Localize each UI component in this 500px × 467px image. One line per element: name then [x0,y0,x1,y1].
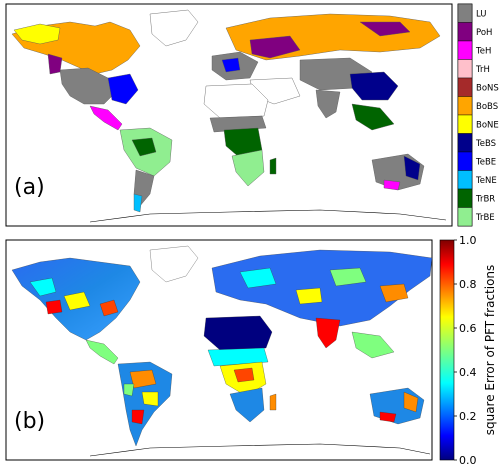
na-boreal-yellow [13,23,61,45]
madagascar [269,157,277,175]
legend-swatch-teh [457,40,473,60]
map-b-land [11,245,433,457]
legend-swatch-tene [457,170,473,190]
africa-sahel [209,115,267,133]
legend-swatch-bone [457,114,473,134]
eurasia-purple-2 [359,21,411,37]
sa-error-hot1 [129,369,157,389]
australia-south [383,179,401,191]
sa-error-hot4 [123,383,135,397]
central-america [89,105,123,131]
legend-label-bons: BoNS [476,83,499,93]
sa-amazon-dark [131,137,157,157]
eurasia-hot2 [329,267,367,287]
colorbar-tick-label: 0.2 [459,410,477,423]
china [349,71,399,101]
panel-a: (a) LU PoH TeH TrH BoNS BoBS BoNE TeBS TeBE TeNE T… [5,3,499,227]
africa-sahara-b [203,315,273,351]
colorbar-tick-label: 0.4 [459,366,477,379]
map-a-land [11,9,447,223]
africa-sahara [203,83,269,119]
india [315,89,341,119]
colorbar-ticks: 0.0 0.2 0.4 0.6 0.8 1.0 [454,234,477,467]
colorbar-tick-label: 1.0 [459,234,477,247]
colorbar-tick-label: 0.0 [459,454,477,467]
legend-swatch-lu [457,3,473,23]
na-error-hot4 [45,299,63,315]
legend-swatch-bons [457,77,473,97]
greenland [149,9,199,47]
se-asia [351,103,395,131]
antarctica-a [89,209,447,223]
colorbar-title: square Error of PFT fractions [483,265,497,436]
pft-legend: LU PoH TeH TrH BoNS BoBS BoNE TeBS TeBE TeNE TrBR T… [457,3,499,227]
legend-label-tene: TeNE [475,176,497,186]
na-interior [59,67,117,105]
antarctica-b [89,443,431,457]
legend-swatch-trbr [457,188,473,208]
legend-swatch-trh [457,59,473,79]
eurasia-hot4 [295,287,323,305]
africa-south [231,149,265,187]
eurasia-hot1 [239,267,277,289]
australia-b-hot [403,391,419,413]
colorbar-tick-label: 0.6 [459,322,477,335]
legend-swatch-poh [457,22,473,42]
europe-blue [221,57,241,73]
legend-label-bobs: BoBS [476,102,498,112]
na-error-hot3 [99,299,119,317]
na-east [107,73,139,105]
se-asia-b [351,331,395,359]
colorbar [439,239,455,461]
eurasia-hot3 [379,283,409,303]
panel-b: (b) 0.0 0.2 0.4 0.6 0.8 1.0 square Error of P… [5,234,497,467]
greenland-b [149,245,199,283]
na-error-hot1 [29,277,57,297]
australia-east [403,155,421,181]
sa-error-hot2 [141,391,159,407]
australia-b-hot2 [379,411,397,423]
legend-label-teh: TeH [475,46,491,56]
panel-b-label: (b) [14,409,45,434]
legend-label-trbe: TrBE [475,213,495,223]
africa-sahel-b [207,347,269,367]
na-purple [47,53,63,75]
legend-label-tebs: TeBS [475,139,496,149]
legend-label-lu: LU [476,9,487,19]
sa-tip [133,193,143,213]
legend-swatch-bobs [457,96,473,116]
india-b [315,317,341,349]
legend-label-trh: TrH [475,65,490,75]
colorbar-tick-label: 0.8 [459,278,477,291]
legend-swatch-trbe [457,207,473,227]
na-error-hot2 [63,291,91,311]
eurasia-purple [249,35,301,59]
africa-south-b [229,387,265,423]
legend-label-poh: PoH [476,28,492,38]
legend-label-bone: BoNE [476,120,499,130]
panel-a-label: (a) [14,175,45,200]
africa-central-hot [233,367,255,383]
legend-swatch-tebs [457,133,473,153]
madagascar-b [269,393,277,411]
legend-label-tebe: TeBE [475,157,496,167]
legend-label-trbr: TrBR [475,194,495,204]
legend-swatch-tebe [457,151,473,171]
sa-error-hot3 [131,409,145,425]
central-america-b [85,339,119,365]
